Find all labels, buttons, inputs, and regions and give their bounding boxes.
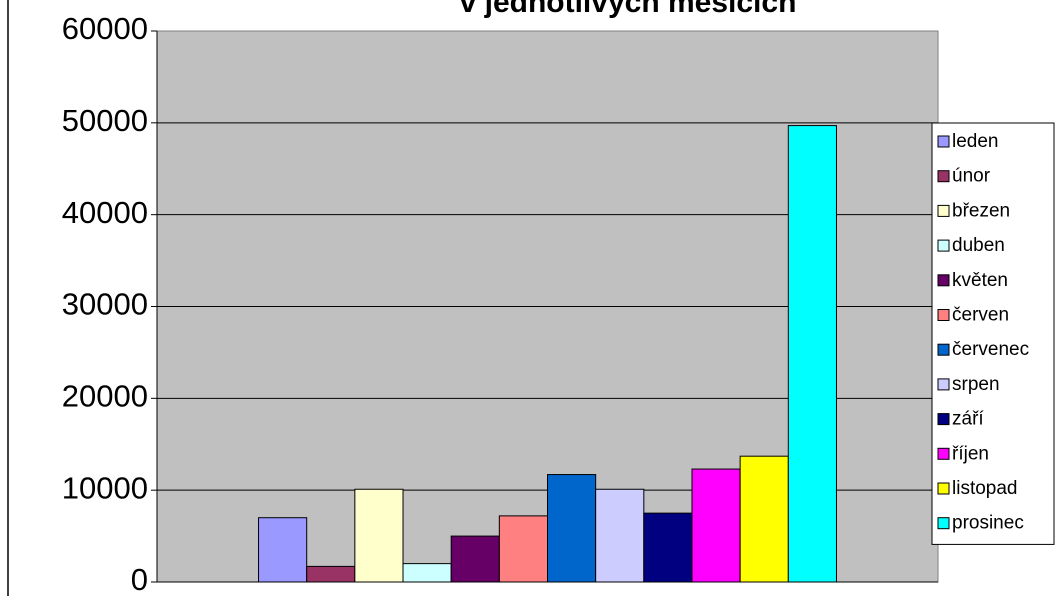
legend-label: duben: [952, 235, 1005, 256]
bar: [787, 125, 837, 583]
y-tick-label: 50000: [62, 103, 148, 138]
legend-box: [931, 122, 1055, 545]
bar: [547, 474, 597, 583]
legend-label: říjen: [952, 443, 989, 464]
y-tick-label: 40000: [62, 195, 148, 230]
legend-swatch: [937, 413, 950, 426]
legend-label: červen: [952, 305, 1009, 326]
bar: [450, 535, 500, 583]
legend-label: březen: [952, 200, 1010, 221]
chart-title: v jednotlivých měsících: [460, 0, 797, 19]
y-tick-label: 20000: [62, 379, 148, 414]
legend-swatch: [937, 239, 950, 252]
y-tick-label: 30000: [62, 287, 148, 322]
legend-swatch: [937, 378, 950, 391]
legend-swatch: [937, 343, 950, 356]
legend-label: únor: [952, 166, 991, 187]
bar: [498, 515, 549, 583]
bar: [643, 512, 693, 583]
bar: [258, 517, 308, 583]
bar: [739, 455, 789, 583]
legend-label: prosinec: [952, 513, 1024, 534]
legend-swatch: [937, 482, 950, 495]
legend-swatch: [937, 204, 950, 217]
legend-label: červenec: [952, 339, 1029, 360]
bar: [691, 468, 741, 583]
bar: [402, 563, 452, 583]
legend-swatch: [937, 517, 950, 530]
legend-swatch: [937, 274, 950, 287]
legend-label: září: [952, 409, 984, 430]
bar: [595, 488, 645, 583]
legend-swatch: [937, 447, 950, 460]
bar: [354, 488, 404, 583]
legend-label: leden: [952, 131, 999, 152]
legend-label: květen: [952, 270, 1008, 291]
legend-swatch: [937, 170, 950, 183]
legend-label: srpen: [952, 374, 1000, 395]
legend-swatch: [937, 309, 950, 321]
bar: [306, 565, 356, 583]
y-tick-label: 0: [131, 562, 148, 596]
y-tick-label: 60000: [62, 11, 148, 46]
y-tick-label: 10000: [62, 470, 148, 505]
legend-swatch: [937, 135, 950, 148]
legend-label: listopad: [952, 478, 1018, 499]
